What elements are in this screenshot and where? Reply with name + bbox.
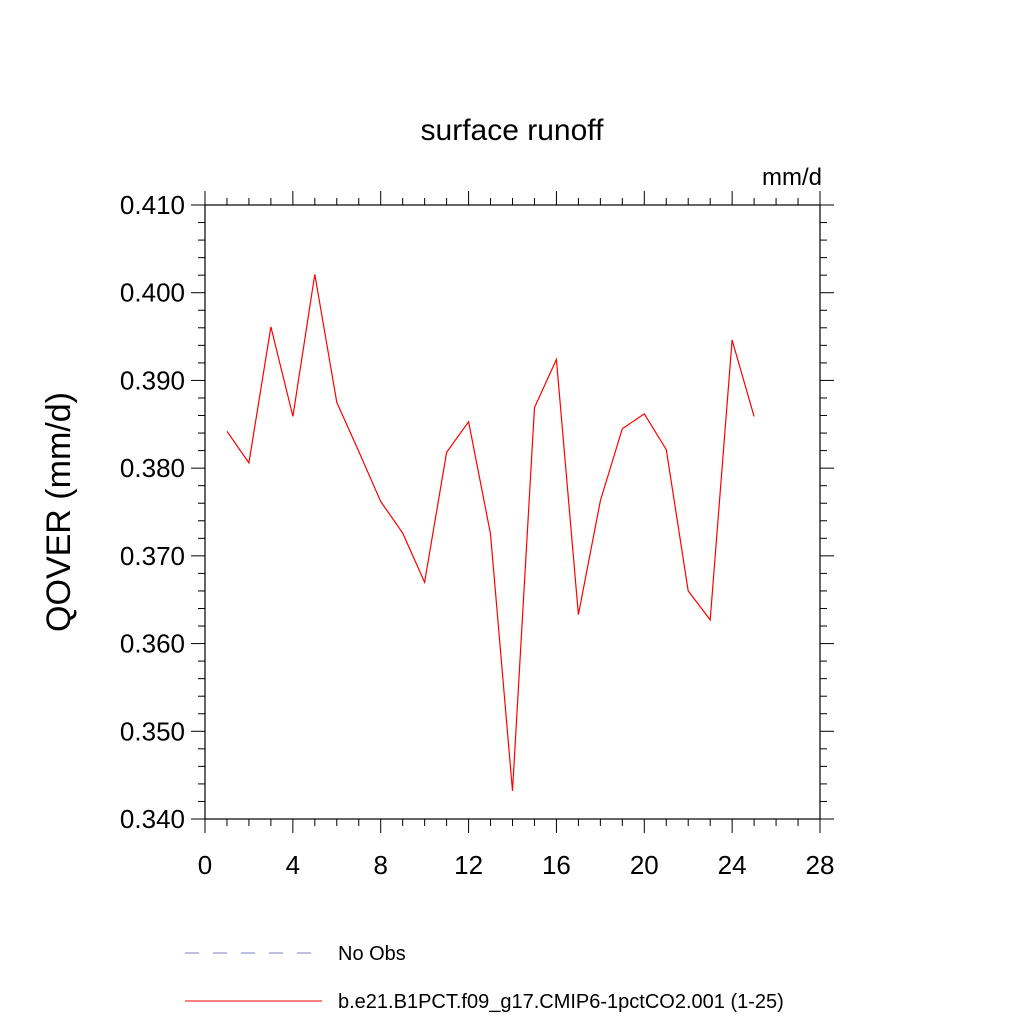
x-tick-label: 20 [630, 850, 659, 880]
x-tick-label: 16 [542, 850, 571, 880]
legend: No Obs b.e21.B1PCT.f09_g17.CMIP6-1pctCO2.… [185, 943, 784, 1013]
y-tick-label: 0.340 [120, 804, 185, 834]
y-tick-label: 0.410 [120, 190, 185, 220]
y-tick-label: 0.360 [120, 629, 185, 659]
x-tick-label: 8 [373, 850, 387, 880]
axis-ticks [191, 191, 834, 833]
plot-frame [204, 204, 821, 820]
tick-labels: 0 4 8 12 16 20 24 28 0.340 0.350 0.360 0.370 0.380 0.… [120, 190, 835, 880]
y-tick-label: 0.400 [120, 278, 185, 308]
x-tick-label: 24 [718, 850, 747, 880]
legend-label: b.e21.B1PCT.f09_g17.CMIP6-1pctCO2.001 (1… [338, 991, 784, 1013]
x-tick-label: 28 [806, 850, 835, 880]
x-tick-label: 0 [198, 850, 212, 880]
series-line [226, 274, 755, 791]
y-axis-label: QOVER (mm/d) [40, 392, 78, 632]
series-group [226, 274, 755, 791]
legend-label: No Obs [338, 943, 406, 965]
y-tick-label: 0.390 [120, 365, 185, 395]
x-tick-label: 12 [454, 850, 483, 880]
y-tick-label: 0.370 [120, 541, 185, 571]
y-tick-label: 0.380 [120, 453, 185, 483]
x-tick-label: 4 [286, 850, 300, 880]
y-tick-label: 0.350 [120, 716, 185, 746]
chart-title: surface runoff [421, 114, 605, 147]
units-label: mm/d [762, 164, 822, 191]
